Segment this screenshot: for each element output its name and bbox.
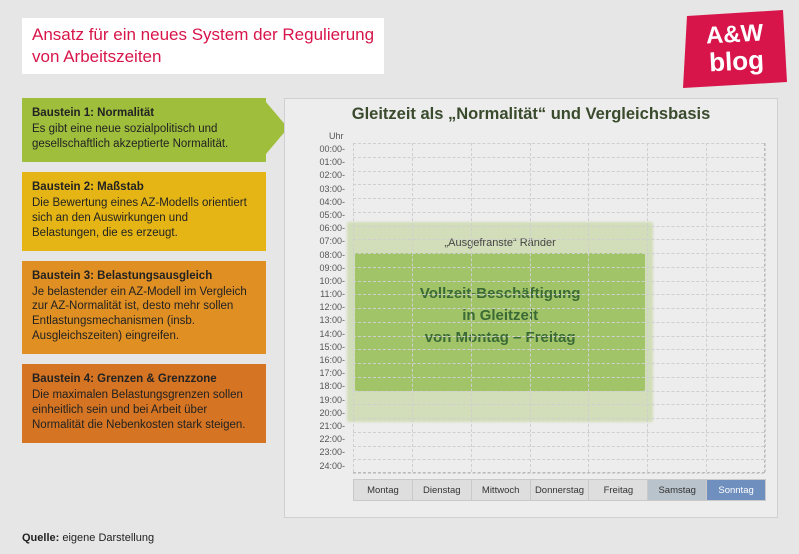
center-label: Vollzeit-Beschäftigung in Gleitzeit von …	[353, 283, 647, 348]
hour-label: 02:00-	[299, 169, 349, 182]
hour-axis: 00:00-01:00-02:00-03:00-04:00-05:00-06:0…	[299, 143, 349, 473]
hour-label: 03:00-	[299, 183, 349, 196]
hour-label: 13:00-	[299, 314, 349, 327]
baustein-1: Baustein 1: Normalität Es gibt eine neue…	[22, 98, 266, 162]
title-line-1: Ansatz für ein neues System der Regulier…	[32, 25, 374, 44]
day-label: Donnerstag	[530, 479, 590, 501]
hour-label: 05:00-	[299, 209, 349, 222]
uhr-label: Uhr	[329, 131, 344, 141]
baustein-4-text: Die maximalen Belastungsgrenzen sollen e…	[32, 389, 246, 431]
bausteine-list: Baustein 1: Normalität Es gibt eine neue…	[22, 98, 266, 453]
hour-label: 06:00-	[299, 222, 349, 235]
logo-text-2: blog	[708, 45, 764, 78]
center-line-3: von Montag – Freitag	[425, 329, 576, 346]
chart-grid: „Ausgefranste“ Ränder Vollzeit-Beschäfti…	[353, 143, 765, 473]
hour-label: 23:00-	[299, 446, 349, 459]
hour-label: 04:00-	[299, 196, 349, 209]
baustein-3-text: Je belastender ein AZ-Modell im Vergleic…	[32, 286, 247, 343]
hour-label: 22:00-	[299, 433, 349, 446]
baustein-2: Baustein 2: Maßstab Die Bewertung eines …	[22, 172, 266, 251]
hour-label: 08:00-	[299, 249, 349, 262]
baustein-1-title: Baustein 1: Normalität	[32, 106, 256, 121]
hour-label: 20:00-	[299, 407, 349, 420]
day-label: Dienstag	[412, 479, 472, 501]
hour-label: 16:00-	[299, 354, 349, 367]
baustein-4: Baustein 4: Grenzen & Grenzzone Die maxi…	[22, 364, 266, 443]
chart-title: Gleitzeit als „Normalität“ und Vergleich…	[285, 105, 777, 124]
hour-label: 15:00-	[299, 341, 349, 354]
aw-blog-logo: A&W blog	[679, 10, 787, 88]
baustein-1-text: Es gibt eine neue sozialpolitisch und ge…	[32, 123, 228, 150]
hour-label: 24:00-	[299, 460, 349, 473]
baustein-4-title: Baustein 4: Grenzen & Grenzzone	[32, 372, 256, 387]
hour-label: 11:00-	[299, 288, 349, 301]
baustein-3-title: Baustein 3: Belastungsausgleich	[32, 269, 256, 284]
hour-label: 09:00-	[299, 262, 349, 275]
chart-panel: Gleitzeit als „Normalität“ und Vergleich…	[284, 98, 778, 518]
hour-label: 10:00-	[299, 275, 349, 288]
source-line: Quelle: eigene Darstellung	[22, 532, 154, 544]
page-title: Ansatz für ein neues System der Regulier…	[22, 18, 384, 74]
hour-label: 21:00-	[299, 420, 349, 433]
day-label: Freitag	[588, 479, 648, 501]
baustein-2-title: Baustein 2: Maßstab	[32, 180, 256, 195]
hour-label: 19:00-	[299, 394, 349, 407]
hour-label: 17:00-	[299, 367, 349, 380]
hour-label: 18:00-	[299, 380, 349, 393]
hour-label: 14:00-	[299, 328, 349, 341]
hour-label: 01:00-	[299, 156, 349, 169]
source-text: eigene Darstellung	[62, 532, 154, 544]
hour-label: 12:00-	[299, 301, 349, 314]
day-axis: MontagDienstagMittwochDonnerstagFreitagS…	[353, 479, 765, 501]
source-label: Quelle:	[22, 532, 59, 544]
title-line-2: von Arbeitszeiten	[32, 47, 161, 66]
day-label: Sonntag	[706, 479, 766, 501]
baustein-2-text: Die Bewertung eines AZ-Modells orientier…	[32, 197, 247, 239]
day-label: Samstag	[647, 479, 707, 501]
day-label: Mittwoch	[471, 479, 531, 501]
hour-label: 00:00-	[299, 143, 349, 156]
baustein-3: Baustein 3: Belastungsausgleich Je belas…	[22, 261, 266, 355]
hour-label: 07:00-	[299, 235, 349, 248]
day-label: Montag	[353, 479, 413, 501]
